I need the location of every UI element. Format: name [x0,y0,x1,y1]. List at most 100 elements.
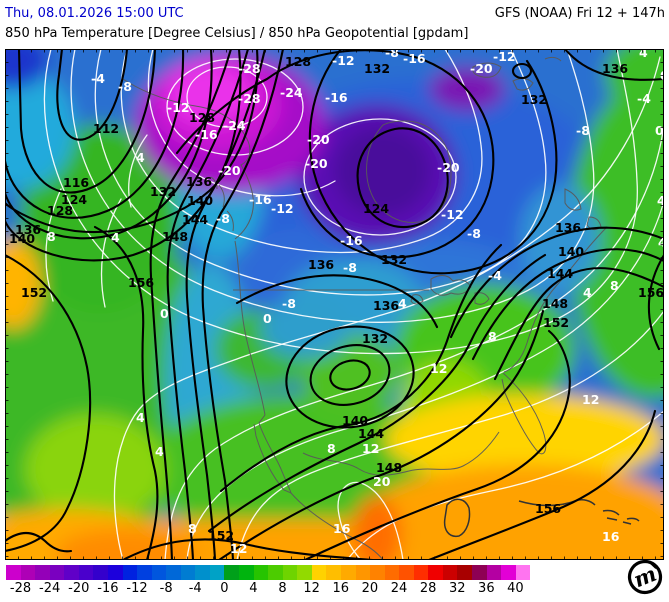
temperature-contour-label: 4 [583,285,592,300]
temperature-contour-label: -12 [493,49,516,64]
colorbar-segment [20,565,36,580]
colorbar-tick-label: 4 [249,581,258,596]
colorbar-segment [370,565,385,580]
temperature-contour-label: -20 [218,163,241,178]
temperature-contour-label: 8 [610,278,619,293]
temperature-contour-label: 0 [160,306,169,321]
temperature-contour-label: -12 [167,100,190,115]
geopotential-contour-label: 128 [47,203,73,218]
geopotential-contour-label: 140 [187,193,213,208]
colorbar-segment [384,565,400,580]
colorbar-segment [6,565,21,580]
colorbar-segment [253,565,269,580]
colorbar-tick-label: -12 [126,581,148,596]
geopotential-contour-label: 128 [285,54,311,69]
geopotential-contour-label: 152 [543,315,569,330]
geopotential-contours [5,49,664,560]
temperature-contour-label: 12 [362,441,379,456]
colorbar-segment [501,565,516,580]
temperature-contour-label: 16 [333,521,351,536]
geopotential-contour-label: 132 [381,252,407,267]
temperature-contour-label: 4 [658,235,664,250]
colorbar-segment [180,565,196,580]
colorbar-segment [49,565,65,580]
colorbar-tick-label: -8 [159,581,173,596]
temperature-contour-label: -12 [271,201,294,216]
header-datetime: Thu, 08.01.2026 15:00 UTC [5,6,184,21]
geopotential-contour-label: 152 [208,528,234,543]
temperature-contour-label: -20 [437,160,460,175]
geopotential-contour-label: 124 [61,192,87,207]
temperature-contour-label: 8 [188,521,197,536]
geopotential-contour-label: 140 [558,244,584,259]
temperature-contour-label: -8 [385,49,399,60]
colorbar-tick-label: 12 [303,581,320,596]
temperature-contour-label: -8 [282,296,296,311]
colorbar-segment [137,565,152,580]
geopotential-contour-label: 132 [364,61,390,76]
weather-map: 112 116 124 128 136 140 128 128 132 136 132 124 132 1… [5,49,664,560]
geopotential-contour-label: 152 [21,285,47,300]
colorbar-segment [311,565,327,580]
geopotential-contour-label: 132 [150,184,176,199]
geopotential-contour-label: 112 [93,121,119,136]
colorbar-tick-label: 40 [507,581,524,596]
temperature-contour-label: -24 [280,85,303,100]
geopotential-contour-label: 156 [638,285,664,300]
colorbar-tick-label: 20 [361,581,379,596]
colorbar-tick-label: -16 [97,581,119,596]
temperature-contour-label: 12 [582,392,599,407]
colorbar-tick-label: -28 [9,581,32,596]
temperature-contour-label: -16 [403,51,426,66]
temperature-contour-label: -8 [216,211,230,226]
temperature-contour-label: 4 [136,150,145,165]
colorbar-tick-label: 32 [448,581,466,596]
colorbar-segment [457,565,472,580]
temperature-contour-label: -20 [307,132,330,147]
site-logo[interactable]: m [625,556,667,598]
colorbar-segment [413,565,429,580]
geopotential-contour-label: 136 [186,174,212,189]
temperature-contour-label: -20 [305,156,328,171]
colorbar-tick-label: 36 [478,581,495,596]
geopotential-contour-label: 148 [542,296,568,311]
colorbar-tick-label: -20 [68,581,90,596]
colorbar-tick-label: 28 [419,581,437,596]
header-model-run: GFS (NOAA) Fri 12 + 147h [494,6,665,21]
temperature-contour-label: 4 [657,193,664,208]
colorbar-segment [486,565,502,580]
geopotential-contour-label: 148 [376,460,402,475]
temperature-contour-label: -8 [118,79,132,94]
temperature-contour-label: -12 [332,53,355,68]
colorbar-segment [78,565,94,580]
temperature-contour-label: -16 [249,192,272,207]
geopotential-contour-label: 132 [362,331,388,346]
colorbar-segment [340,565,356,580]
temperature-contour-label: -24 [223,118,246,133]
geopotential-contour-label: 136 [373,298,399,313]
geopotential-contour-label: 144 [547,266,573,281]
temperature-contour-label: 4 [155,444,164,459]
colorbar-tick-label: 8 [278,581,287,596]
geopotential-contour-label: 144 [358,426,384,441]
m-logo-icon: m [627,559,663,595]
colorbar-segment [93,565,108,580]
colorbar-tick-label: 24 [390,581,408,596]
temperature-contour-label: 8 [47,229,56,244]
temperature-contour-label: 4 [639,49,648,60]
temperature-contour-label: 20 [373,474,391,489]
colorbar-segment [35,565,50,580]
geopotential-contour-label: 156 [128,275,154,290]
temperature-contour-label: -8 [343,260,357,275]
temperature-contour-label: 0 [655,123,664,138]
colorbar-segment [297,565,312,580]
geopotential-contour-label: 140 [9,231,35,246]
colorbar-tick-label: -4 [188,581,202,596]
geopotential-contour-label: 128 [189,110,215,125]
temperature-contour-label: -16 [340,233,363,248]
colorbar-segment [151,565,167,580]
temperature-contour-label: 8 [327,441,336,456]
